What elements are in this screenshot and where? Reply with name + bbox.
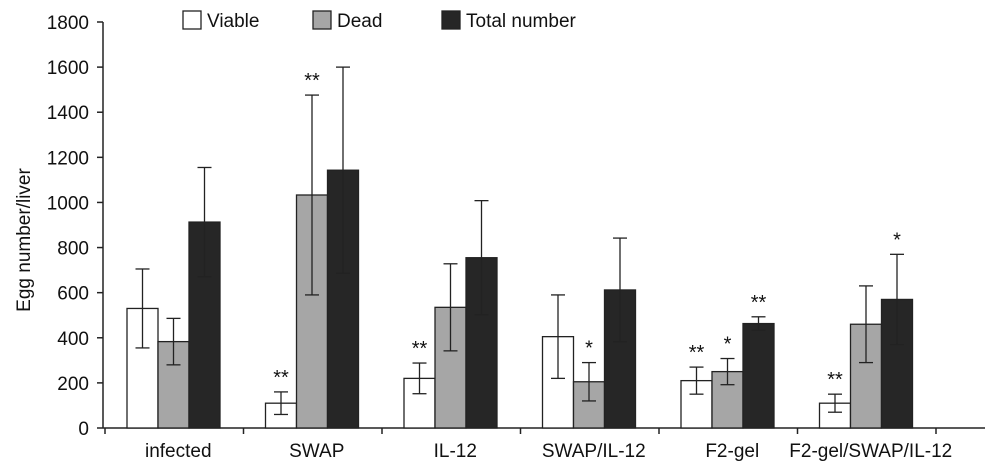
x-tick-label: IL-12 [434,441,477,462]
legend-label: Dead [337,11,382,32]
legend-swatch [182,10,202,30]
y-axis-label: Egg number/liver [14,168,35,312]
significance-label: * [724,334,732,356]
y-tick-label: 800 [57,239,89,260]
legend-label: Total number [466,11,577,32]
x-tick-label: F2-gel [705,441,759,462]
significance-label: * [585,338,593,360]
axes: 0 200 400 600 800 1000 1200 1400 1600 1800 infecte… [47,13,985,462]
bar-dead [849,323,883,429]
significance-label: ** [827,369,843,391]
y-tick-label: 600 [57,284,89,305]
significance-label: ** [412,338,428,360]
x-tick-label: SWAP/IL-12 [542,441,646,462]
significance-label: ** [273,367,289,389]
legend: Viable Dead Total number [182,10,577,32]
significance-label: * [893,229,901,251]
significance-label: ** [689,342,705,364]
significance-label: ** [304,70,320,92]
y-tick-label: 400 [57,329,89,350]
y-tick-label: 1600 [47,58,89,79]
bar-total-number [742,322,775,429]
y-tick-label: 1400 [47,103,89,124]
legend-swatch [312,10,332,30]
legend-swatch [441,10,461,30]
significance-label: ** [751,292,767,314]
x-tick-label: infected [145,441,212,462]
x-tick-label: SWAP [289,441,344,462]
x-tick-label: F2-gel/SWAP/IL-12 [789,441,952,462]
legend-label: Viable [207,11,259,32]
y-tick-label: 1800 [47,13,89,34]
y-tick-label: 1200 [47,148,89,169]
y-tick-label: 1000 [47,193,89,214]
bars: **** ******* **** [126,66,914,429]
y-tick-label: 0 [78,419,89,440]
y-tick-label: 200 [57,374,89,395]
